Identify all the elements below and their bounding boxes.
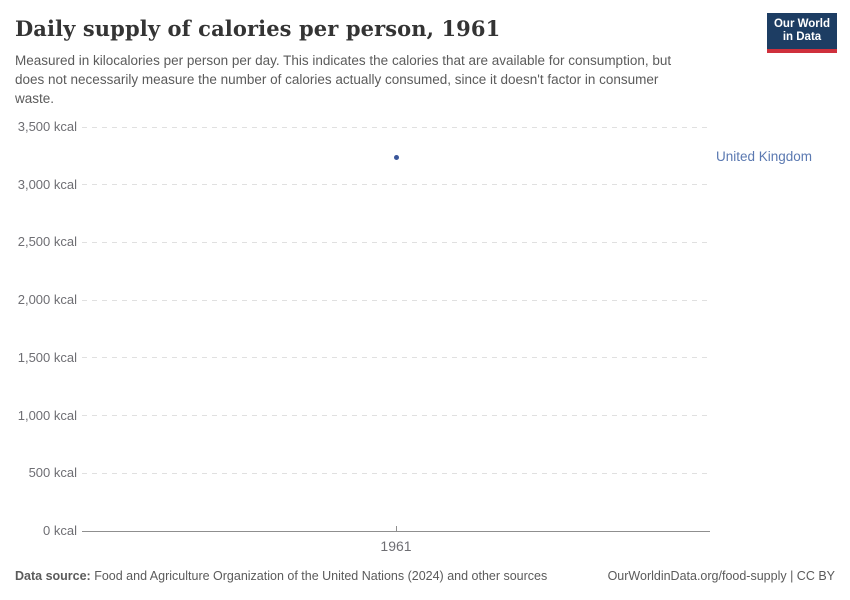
y-gridline bbox=[82, 415, 710, 417]
owid-logo[interactable]: Our World in Data bbox=[767, 13, 837, 53]
data-source-note: Data source: Food and Agriculture Organi… bbox=[15, 569, 547, 584]
y-gridline bbox=[82, 357, 710, 359]
x-axis-line bbox=[82, 530, 710, 532]
owid-url-license-link[interactable]: OurWorldinData.org/food-supply | CC BY bbox=[607, 569, 835, 583]
chart-subtitle: Measured in kilocalories per person per … bbox=[15, 51, 760, 108]
x-axis-tick-label: 1961 bbox=[380, 538, 412, 554]
owid-logo-line1: Our World bbox=[773, 17, 830, 30]
subtitle-line: Measured in kilocalories per person per … bbox=[15, 53, 672, 68]
subtitle-line: does not necessarily measure the number … bbox=[15, 72, 659, 87]
y-axis-tick-label: 500 kcal bbox=[28, 465, 77, 481]
owid-logo-line2: in Data bbox=[782, 31, 822, 43]
series-label-united-kingdom[interactable]: United Kingdom bbox=[716, 149, 813, 164]
x-axis-tick bbox=[396, 526, 397, 531]
data-point-united-kingdom[interactable] bbox=[393, 154, 399, 160]
y-gridline bbox=[82, 241, 710, 243]
page-title: Daily supply of calories per person, 196… bbox=[15, 16, 501, 41]
subtitle-line: waste. bbox=[15, 91, 55, 106]
data-source-text: Food and Agriculture Organization of the… bbox=[90, 569, 548, 583]
y-axis-tick-label: 1,000 kcal bbox=[17, 407, 77, 423]
y-gridline bbox=[82, 126, 710, 128]
y-axis-tick-label: 3,500 kcal bbox=[17, 119, 77, 134]
data-source-label: Data source: bbox=[15, 569, 91, 583]
y-axis-tick-label: 2,000 kcal bbox=[17, 292, 77, 308]
y-axis-tick-label: 3,000 kcal bbox=[17, 176, 77, 192]
y-axis-tick-label: 2,500 kcal bbox=[17, 234, 77, 250]
y-axis-tick-label: 0 kcal bbox=[43, 523, 77, 538]
y-gridline bbox=[82, 184, 710, 186]
y-gridline bbox=[82, 472, 710, 474]
y-axis-tick-label: 1,500 kcal bbox=[17, 349, 77, 365]
chart-footer: Data source: Food and Agriculture Organi… bbox=[15, 569, 835, 584]
y-gridline bbox=[82, 299, 710, 301]
